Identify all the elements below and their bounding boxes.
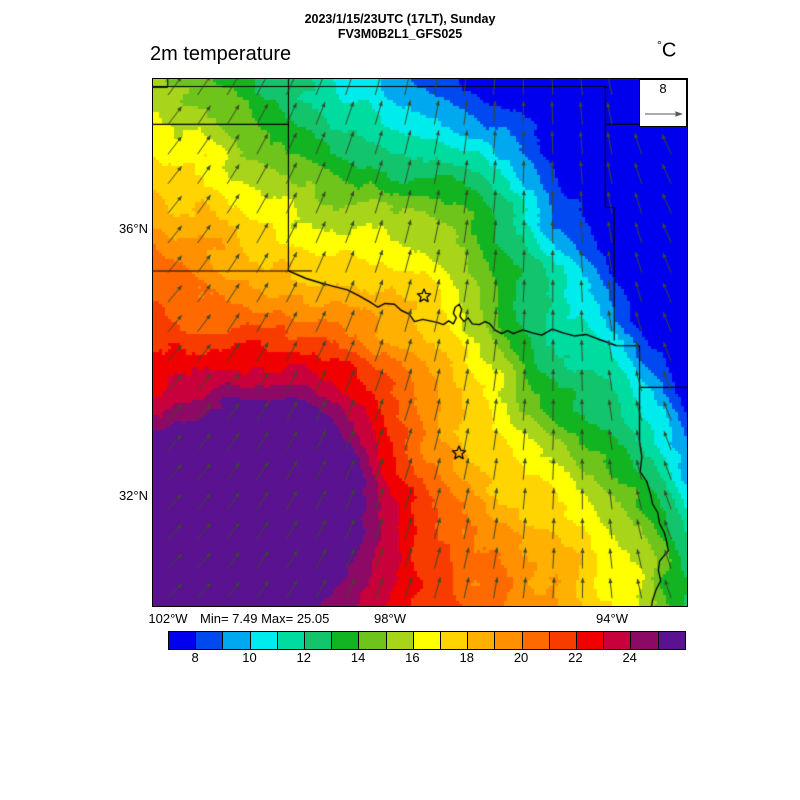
- y-tick-label-32N: 32°N: [118, 488, 148, 503]
- colorbar-tick-10: 10: [242, 650, 257, 665]
- colorbar-segment-11: [468, 632, 496, 649]
- field-title: 2m temperature: [150, 43, 292, 65]
- y-tick-label-36N: 36°N: [118, 221, 148, 236]
- colorbar-segment-14: [549, 632, 578, 649]
- colorbar-tick-24: 24: [622, 650, 637, 665]
- map-plot-area[interactable]: 8: [152, 78, 688, 607]
- colorbar-segment-5: [305, 632, 333, 649]
- title-line-1: 2023/1/15/23UTC (17LT), Sunday: [304, 12, 496, 26]
- colorbar-tick-14: 14: [350, 650, 366, 665]
- colorbar-segment-16: [604, 632, 632, 649]
- degree-symbol: °: [657, 38, 662, 52]
- vector-scale-key: 8: [639, 79, 687, 127]
- colorbar-segment-0: [169, 632, 197, 649]
- colorbar-segment-8: [386, 632, 414, 649]
- minmax-stats: Min= 7.49 Max= 25.05: [200, 611, 330, 626]
- colorbar-segment-12: [495, 632, 523, 649]
- x-tick-label-94W: 94°W: [596, 611, 628, 626]
- colorbar-segment-15: [577, 632, 605, 649]
- colorbar-segment-6: [332, 632, 360, 649]
- colorbar-tick-22: 22: [568, 650, 583, 665]
- colorbar-segment-7: [359, 632, 387, 649]
- colorbar-segment-2: [223, 632, 251, 649]
- colorbar-tick-8: 8: [191, 650, 199, 665]
- colorbar-segment-3: [250, 632, 278, 649]
- colorbar-tick-12: 12: [296, 650, 312, 665]
- colorbar-segment-1: [196, 632, 224, 649]
- colorbar-tick-labels: 8 10 12 14 16 18 20 22 24: [168, 650, 684, 668]
- x-tick-label-98W: 98°W: [374, 611, 406, 626]
- colorbar-segment-10: [441, 632, 469, 649]
- units-letter: C: [661, 39, 677, 62]
- colorbar-segment-13: [522, 632, 550, 649]
- vector-key-arrow-icon: [644, 106, 684, 117]
- chart-title: 2023/1/15/23UTC (17LT), Sunday FV3M0B2L1…: [0, 12, 800, 42]
- title-line-2: FV3M0B2L1_GFS025: [337, 27, 463, 41]
- units-label: °C: [657, 38, 676, 63]
- colorbar-segment-18: [658, 632, 685, 649]
- colorbar-segment-9: [413, 632, 442, 649]
- colorbar-tick-16: 16: [405, 650, 420, 665]
- colorbar-segment-17: [631, 632, 659, 649]
- colorbar-tick-18: 18: [459, 650, 474, 665]
- x-tick-label-102W: 102°W: [148, 611, 188, 626]
- colorbar-segment-4: [277, 632, 306, 649]
- wind-vector-overlay: [153, 79, 687, 606]
- colorbar[interactable]: [168, 631, 686, 650]
- colorbar-tick-20: 20: [513, 650, 529, 665]
- vector-key-value: 8: [659, 81, 667, 96]
